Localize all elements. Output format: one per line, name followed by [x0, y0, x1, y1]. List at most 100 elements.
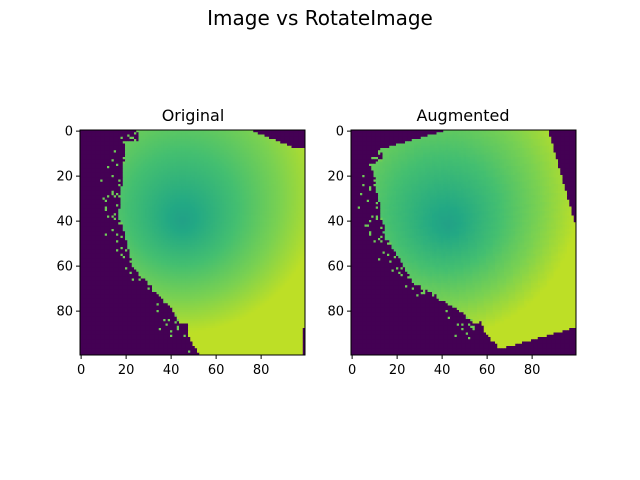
heatmap-cell — [91, 145, 94, 149]
heatmap-cell — [136, 181, 139, 185]
heatmap-cell — [149, 130, 153, 133]
heatmap-cell — [302, 159, 306, 162]
heatmap-cell — [242, 145, 245, 149]
heatmap-cell — [233, 132, 236, 135]
heatmap-cell — [129, 220, 133, 223]
heatmap-cell — [152, 224, 155, 228]
heatmap-cell — [109, 179, 112, 183]
heatmap-cell — [206, 163, 209, 167]
heatmap-cell — [264, 166, 268, 169]
heatmap-cell — [246, 197, 250, 201]
heatmap-cell — [95, 233, 99, 237]
heatmap-cell — [174, 143, 178, 147]
heatmap-cell — [233, 145, 236, 149]
heatmap-cell — [278, 136, 281, 140]
heatmap-cell — [102, 132, 106, 135]
heatmap-cell — [197, 240, 200, 243]
heatmap-cell — [235, 150, 238, 153]
heatmap-cell — [282, 197, 286, 201]
heatmap-cell — [282, 233, 286, 237]
heatmap-cell — [122, 208, 126, 212]
heatmap-cell — [269, 150, 272, 153]
heatmap-cell — [80, 186, 83, 189]
heatmap-cell — [174, 159, 178, 162]
heatmap-cell — [120, 197, 124, 201]
heatmap-cell — [296, 197, 299, 201]
heatmap-cell — [179, 213, 182, 216]
heatmap-cell — [174, 190, 178, 194]
heatmap-cell — [221, 215, 225, 219]
heatmap-cell — [275, 150, 279, 153]
heatmap-cell — [246, 231, 250, 234]
heatmap-cell — [161, 154, 164, 158]
heatmap-cell — [91, 204, 94, 207]
heatmap-cell — [287, 179, 290, 183]
heatmap-cell — [98, 211, 101, 214]
heatmap-cell — [278, 222, 281, 225]
heatmap-cell — [152, 226, 155, 230]
heatmap-cell — [257, 168, 261, 171]
heatmap-cell — [125, 235, 128, 239]
heatmap-cell — [280, 159, 283, 162]
heatmap-cell — [271, 195, 274, 198]
heatmap-cell — [264, 145, 268, 149]
heatmap-cell — [116, 145, 119, 149]
heatmap-cell — [217, 175, 220, 178]
heatmap-cell — [165, 204, 169, 207]
heatmap-cell — [86, 150, 90, 153]
heatmap-cell — [271, 204, 274, 207]
heatmap-cell — [179, 240, 182, 243]
heatmap-cell — [197, 195, 200, 198]
heatmap-cell — [149, 220, 153, 223]
heatmap-cell — [174, 217, 178, 221]
heatmap-cell — [260, 197, 263, 201]
heatmap-cell — [287, 186, 290, 189]
heatmap-cell — [237, 166, 241, 169]
heatmap-cell — [260, 166, 263, 169]
heatmap-cell — [253, 143, 256, 147]
heatmap-cell — [210, 152, 214, 156]
heatmap-cell — [122, 202, 126, 205]
heatmap-cell — [102, 163, 106, 167]
heatmap-cell — [282, 188, 286, 192]
heatmap-cell — [282, 240, 286, 243]
heatmap-cell — [260, 220, 263, 223]
heatmap-cell — [235, 152, 238, 156]
heatmap-cell — [293, 157, 297, 160]
heatmap-cell — [125, 204, 128, 207]
heatmap-cell — [183, 154, 187, 158]
heatmap-cell — [80, 240, 83, 243]
heatmap-cell — [287, 150, 290, 153]
heatmap-cell — [269, 168, 272, 171]
heatmap-cell — [244, 208, 247, 212]
heatmap-cell — [293, 148, 297, 151]
heatmap-cell — [86, 132, 90, 135]
heatmap-cell — [203, 130, 207, 133]
heatmap-cell — [154, 240, 157, 243]
heatmap-cell — [230, 199, 234, 203]
heatmap-cell — [242, 199, 245, 203]
heatmap-cell — [127, 163, 130, 167]
heatmap-cell — [161, 226, 164, 230]
heatmap-cell — [298, 199, 301, 203]
heatmap-cell — [300, 134, 304, 138]
heatmap-cell — [219, 231, 223, 234]
heatmap-cell — [235, 240, 238, 243]
heatmap-cell — [89, 208, 92, 212]
heatmap-cell — [260, 188, 263, 192]
heatmap-cell — [183, 130, 187, 133]
heatmap-cell — [181, 235, 184, 239]
heatmap-cell — [188, 184, 191, 187]
heatmap-cell — [140, 217, 144, 221]
heatmap-cell — [131, 240, 135, 243]
heatmap-cell — [170, 150, 173, 153]
heatmap-cell — [134, 157, 137, 160]
heatmap-cell — [282, 154, 286, 158]
heatmap-cell — [154, 143, 157, 147]
heatmap-cell — [253, 148, 256, 151]
heatmap-cell — [181, 168, 184, 171]
heatmap-cell — [185, 233, 189, 237]
heatmap-cell — [208, 170, 211, 174]
heatmap-cell — [190, 152, 193, 156]
heatmap-cell — [98, 184, 101, 187]
